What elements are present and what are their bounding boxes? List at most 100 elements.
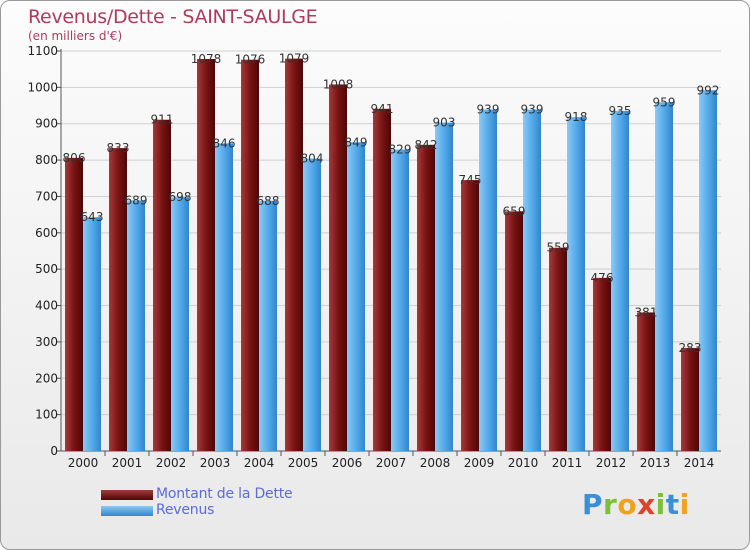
y-tick-label: 200 <box>35 371 58 385</box>
data-label-dette: 806 <box>63 151 86 165</box>
bar-dette <box>593 277 611 451</box>
bar-dette <box>461 180 479 451</box>
x-tick-label: 2001 <box>112 456 143 470</box>
bar-dette <box>329 84 347 452</box>
x-tick-label: 2011 <box>552 456 583 470</box>
y-tick-label: 400 <box>35 299 58 313</box>
logo-letter: i <box>679 488 690 521</box>
bar-dette <box>637 312 655 451</box>
bar-revenus <box>655 102 673 451</box>
data-label-revenus: 959 <box>653 95 676 109</box>
chart-title: Revenus/Dette - SAINT-SAULGE <box>28 6 318 28</box>
bar-dette <box>241 59 259 452</box>
data-label-revenus: 643 <box>81 210 104 224</box>
x-tick-label: 2004 <box>244 456 275 470</box>
logo-letter: x <box>637 488 656 521</box>
logo-letter: o <box>617 488 638 521</box>
bar-revenus <box>259 200 277 451</box>
y-tick-label: 700 <box>35 189 58 203</box>
data-label-dette: 941 <box>371 102 394 116</box>
x-tick-label: 2003 <box>200 456 231 470</box>
x-tick-label: 2002 <box>156 456 187 470</box>
chart-subtitle: (en milliers d'€) <box>28 29 123 43</box>
data-label-dette: 1076 <box>235 53 266 67</box>
logo-letter: t <box>665 488 680 521</box>
bar-dette <box>285 58 303 452</box>
y-tick-label: 800 <box>35 153 58 167</box>
logo-letter: P <box>582 488 604 521</box>
bar-revenus <box>479 109 497 451</box>
bar-dette <box>417 144 435 451</box>
data-label-revenus: 992 <box>697 83 720 97</box>
bar-revenus <box>611 111 629 451</box>
x-tick-label: 2014 <box>684 456 715 470</box>
x-tick-label: 2012 <box>596 456 627 470</box>
x-tick-label: 2010 <box>508 456 539 470</box>
bar-dette <box>505 211 523 451</box>
proxiti-logo: Proxiti <box>582 488 690 521</box>
data-label-dette: 559 <box>547 241 570 255</box>
data-label-revenus: 829 <box>389 143 412 157</box>
y-tick-label: 100 <box>35 408 58 422</box>
data-label-dette: 833 <box>107 141 130 155</box>
bar-revenus <box>171 197 189 451</box>
data-label-dette: 1008 <box>323 77 354 91</box>
data-label-revenus: 804 <box>301 152 324 166</box>
bar-dette <box>65 157 83 451</box>
data-label-revenus: 689 <box>125 193 148 207</box>
legend-label-revenue: Revenus <box>156 502 215 518</box>
data-label-dette: 381 <box>635 305 658 319</box>
bar-revenus <box>435 122 453 452</box>
data-label-dette: 283 <box>679 341 702 355</box>
logo-letter: r <box>603 488 618 521</box>
bar-dette <box>197 59 215 451</box>
bar-dette <box>549 247 567 451</box>
bar-revenus <box>347 142 365 452</box>
bar-dette <box>153 119 171 452</box>
x-tick-label: 2000 <box>68 456 99 470</box>
bar-revenus <box>127 200 145 451</box>
data-label-revenus: 688 <box>257 194 280 208</box>
y-tick-label: 900 <box>35 117 58 131</box>
bar-revenus <box>391 149 409 451</box>
y-tick-label: 600 <box>35 226 58 240</box>
bar-revenus <box>567 117 585 451</box>
data-label-dette: 659 <box>503 204 526 218</box>
data-label-revenus: 939 <box>477 103 500 117</box>
bar-revenus <box>699 90 717 451</box>
bar-revenus <box>303 158 321 452</box>
logo-letter: i <box>655 488 666 521</box>
data-label-revenus: 849 <box>345 135 368 149</box>
y-tick-label: 0 <box>50 444 58 458</box>
bar-revenus <box>215 143 233 451</box>
y-tick-label: 1000 <box>27 80 58 94</box>
y-tick-label: 500 <box>35 262 58 276</box>
y-tick-label: 300 <box>35 335 58 349</box>
data-label-dette: 1079 <box>279 52 310 66</box>
x-tick-label: 2005 <box>288 456 319 470</box>
data-label-dette: 476 <box>591 271 614 285</box>
bar-dette <box>109 148 127 451</box>
x-tick-label: 2008 <box>420 456 451 470</box>
bar-dette <box>373 108 391 452</box>
y-tick-label: 1100 <box>27 44 58 58</box>
data-label-dette: 911 <box>151 113 174 127</box>
x-tick-label: 2013 <box>640 456 671 470</box>
x-tick-label: 2006 <box>332 456 363 470</box>
legend-swatch-debt <box>101 490 153 500</box>
data-label-dette: 745 <box>459 173 482 187</box>
legend-swatch-revenue <box>101 506 153 516</box>
data-label-dette: 842 <box>415 138 438 152</box>
bar-revenus <box>523 109 541 451</box>
data-label-revenus: 698 <box>169 190 192 204</box>
data-label-revenus: 846 <box>213 136 236 150</box>
data-label-dette: 1078 <box>191 52 222 66</box>
data-label-revenus: 939 <box>521 103 544 117</box>
legend-label-debt: Montant de la Dette <box>156 486 293 502</box>
x-tick-label: 2009 <box>464 456 495 470</box>
x-tick-label: 2007 <box>376 456 407 470</box>
data-label-revenus: 918 <box>565 110 588 124</box>
bar-revenus <box>83 217 101 451</box>
